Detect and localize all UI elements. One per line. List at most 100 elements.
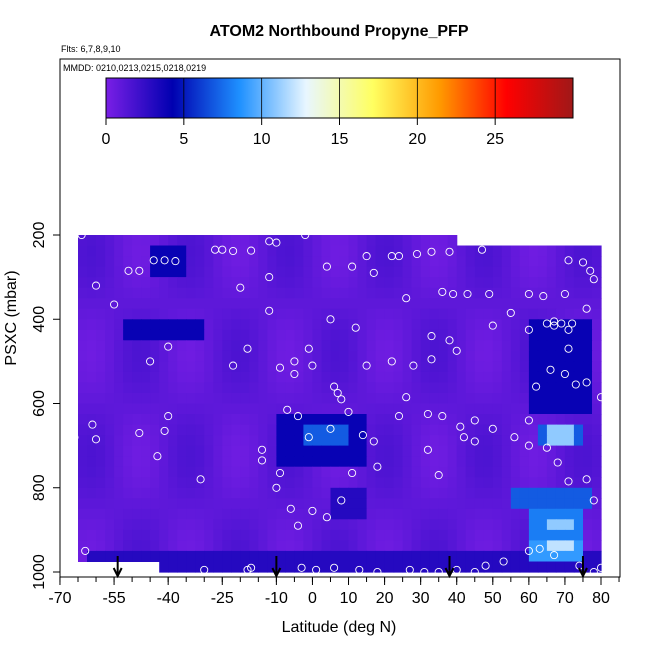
heatmap-cell (519, 403, 530, 415)
heatmap-cell (249, 361, 259, 373)
heatmap-cell (375, 540, 386, 552)
plot-frame (59, 58, 621, 578)
heatmap-cell (393, 540, 404, 552)
heatmap-cell (87, 487, 97, 499)
sample-point (524, 325, 533, 334)
heatmap-cell (177, 298, 187, 310)
heatmap-cell (501, 498, 512, 510)
heatmap-cell (510, 466, 521, 478)
heatmap-cell (501, 393, 512, 405)
heatmap-cell (537, 371, 548, 383)
heatmap-cell (213, 466, 223, 478)
heatmap-cell (123, 424, 133, 436)
heatmap-cell (510, 393, 521, 405)
heatmap-cell (177, 319, 187, 331)
heatmap-cell (186, 393, 196, 405)
heatmap-cell (402, 456, 413, 468)
heatmap-cell (564, 277, 575, 289)
heatmap-cell (87, 256, 97, 268)
heatmap-cell (231, 540, 241, 552)
heatmap-cell (483, 319, 494, 331)
sample-point (229, 246, 238, 256)
heatmap-cell (555, 550, 566, 562)
heatmap-cell (339, 403, 350, 415)
heatmap-cell (384, 371, 395, 383)
heatmap-cell (249, 329, 259, 341)
heatmap-cell (420, 435, 431, 447)
heatmap-cell (222, 329, 232, 341)
heatmap-cell (375, 371, 386, 383)
heatmap-cell (312, 245, 322, 257)
heatmap-cell (528, 477, 539, 489)
heatmap-cell (96, 550, 106, 562)
heatmap-cell (339, 319, 350, 331)
heatmap-cell (123, 550, 133, 562)
heatmap-cell (429, 298, 440, 310)
heatmap-cell (583, 329, 593, 341)
heatmap-cell (483, 550, 494, 562)
sample-point (488, 424, 497, 433)
heatmap-cell (483, 361, 494, 373)
heatmap-cell (285, 414, 295, 426)
heatmap-cell (258, 403, 268, 415)
heatmap-cell (105, 477, 115, 489)
heatmap-cell (447, 277, 458, 289)
heatmap-cell (222, 235, 232, 247)
heatmap-cell (592, 487, 602, 499)
heatmap-cell (276, 466, 286, 478)
heatmap-cell (420, 361, 431, 373)
heatmap-cell (420, 498, 431, 510)
heatmap-cell (366, 393, 377, 405)
heatmap-cell (204, 508, 214, 520)
heatmap-cell (393, 498, 404, 510)
heatmap-cell (240, 456, 250, 468)
heatmap-cell (312, 287, 322, 299)
heatmap-cell (78, 487, 88, 499)
sample-point (164, 342, 173, 351)
heatmap-cell (276, 340, 286, 352)
heatmap-cell (267, 266, 277, 278)
heatmap-cell (592, 266, 602, 278)
heatmap-cell (204, 393, 214, 405)
heatmap-cell (321, 393, 332, 405)
heatmap-cell (546, 308, 557, 320)
heatmap-cell (150, 350, 160, 362)
heatmap-cell (501, 350, 512, 362)
heatmap-cell (204, 498, 214, 510)
heatmap-cell (366, 435, 377, 447)
heatmap-cell (393, 245, 404, 257)
heatmap-cell (78, 350, 88, 362)
heatmap-cell (321, 235, 332, 247)
heatmap-cell (321, 245, 332, 257)
heatmap-cell (105, 540, 115, 552)
heatmap-cell (330, 540, 341, 552)
heatmap-cell (240, 371, 250, 383)
heatmap-cell (168, 361, 178, 373)
heatmap-cell (105, 277, 115, 289)
heatmap-cell (78, 414, 88, 426)
heatmap-cell (528, 319, 539, 331)
heatmap-cell (456, 266, 467, 278)
heatmap-cell (474, 350, 485, 362)
heatmap-cell (177, 414, 187, 426)
heatmap-cell (150, 435, 160, 447)
colorbar: 0 5 10 15 20 25 (102, 77, 574, 148)
heatmap-cell (96, 266, 106, 278)
heatmap-cell (492, 298, 503, 310)
heatmap-cell (339, 477, 350, 489)
heatmap-cell (348, 456, 359, 468)
heatmap-cell (555, 245, 566, 257)
heatmap-cell (123, 456, 133, 468)
heatmap-cell (213, 403, 223, 415)
heatmap-cell (141, 340, 151, 352)
heatmap-cell (213, 561, 223, 573)
heatmap-cell (465, 519, 476, 531)
heatmap-cell (465, 403, 476, 415)
heatmap-cell (321, 287, 332, 299)
heatmap-cell (195, 498, 205, 510)
heatmap-cell (429, 466, 440, 478)
heatmap-cell (555, 466, 566, 478)
heatmap-cell (330, 329, 341, 341)
heatmap-cell (294, 561, 304, 573)
heatmap-cell (357, 456, 368, 468)
